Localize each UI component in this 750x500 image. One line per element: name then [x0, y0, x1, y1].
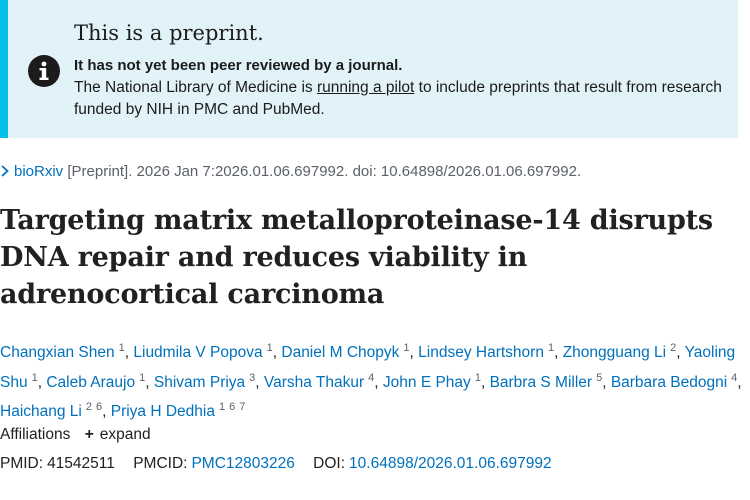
author-item: Priya H Dedhia 1 6 7 [110, 401, 246, 420]
affiliation-ref[interactable]: 1 [118, 342, 125, 354]
author-affiliation-refs[interactable]: 4 [368, 372, 374, 384]
citation-details: [Preprint]. 2026 Jan 7:2026.01.06.697992… [63, 163, 582, 180]
affiliation-ref[interactable]: 1 [547, 342, 555, 354]
author-item: Yaoling Shu 1 [0, 344, 735, 391]
author-name-link[interactable]: Priya H Dedhia [110, 403, 215, 420]
author-name-link[interactable]: Lindsey Hartshorn [418, 344, 544, 361]
author-affiliation-refs[interactable]: 1 [119, 342, 125, 354]
affiliation-ref[interactable]: 1 [266, 342, 273, 354]
doi-label: DOI: [313, 455, 346, 472]
doi-group: DOI: 10.64898/2026.01.06.697992 [313, 455, 551, 472]
author-affiliation-refs[interactable]: 1 [139, 372, 145, 384]
affiliation-ref[interactable]: 4 [731, 371, 738, 384]
author-item: Zhongguang Li 2 [562, 342, 677, 361]
author-name-link[interactable]: Zhongguang Li [562, 344, 667, 361]
author-affiliation-refs[interactable]: 1 [403, 342, 409, 354]
affiliation-ref[interactable]: 3 [249, 371, 256, 384]
author-affiliation-refs[interactable]: 1 [32, 372, 38, 384]
article-title: Targeting matrix metalloproteinase-14 di… [0, 205, 713, 310]
author-item: Barbra S Miller 5 [489, 372, 603, 391]
author-name-link[interactable]: Haichang Li [0, 403, 82, 420]
affiliation-ref[interactable]: 6 [229, 401, 236, 413]
affiliation-ref[interactable]: 2 [670, 342, 677, 354]
author-name-link[interactable]: Changxian Shen [0, 344, 115, 361]
author-name-link[interactable]: Liudmila V Popova [133, 344, 263, 361]
banner-notice: It has not yet been peer reviewed by a j… [74, 57, 403, 74]
affiliations-expand-button[interactable]: + expand [85, 426, 151, 443]
expand-label: expand [99, 426, 151, 443]
author-affiliation-refs[interactable]: 1 [475, 372, 481, 384]
author-item: Changxian Shen 1 [0, 342, 125, 361]
author-name-link[interactable]: Shivam Priya [153, 373, 246, 391]
pmcid-label: PMCID: [133, 455, 188, 472]
journal-link[interactable]: bioRxiv [14, 163, 64, 180]
author-name-link[interactable]: Barbra S Miller [489, 373, 593, 391]
affiliations-label: Affiliations [0, 426, 71, 443]
author-item: John E Phay 1 [382, 372, 481, 391]
banner-description: The National Library of Medicine is runn… [74, 77, 734, 121]
preprint-banner: This is a preprint. It has not yet been … [0, 0, 738, 138]
author-item: Caleb Araujo 1 [46, 372, 145, 391]
affiliation-ref[interactable]: 7 [239, 401, 246, 413]
author-list: Changxian Shen 1, Liudmila V Popova 1, Dan… [0, 342, 742, 420]
affiliations-section: Affiliations + expand [0, 426, 151, 444]
author-affiliation-refs[interactable]: 2 [670, 342, 676, 354]
author-name-link[interactable]: John E Phay [382, 373, 471, 391]
affiliation-ref[interactable]: 1 [139, 371, 146, 384]
citation-line: bioRxiv [Preprint]. 2026 Jan 7:2026.01.0… [0, 163, 581, 180]
affiliation-ref[interactable]: 1 [31, 371, 38, 384]
affiliation-ref[interactable]: 1 [403, 342, 410, 354]
author-affiliation-refs[interactable]: 5 [596, 372, 602, 384]
plus-icon: + [84, 426, 94, 443]
author-item: Daniel M Chopyk 1 [281, 342, 409, 361]
author-name-link[interactable]: Varsha Thakur [263, 373, 365, 391]
affiliation-ref[interactable]: 1 [218, 401, 226, 413]
chevron-right-icon[interactable] [0, 165, 10, 177]
info-icon [28, 55, 60, 87]
author-name-link[interactable]: Barbara Bedogni [610, 373, 728, 391]
affiliation-ref[interactable]: 6 [95, 401, 103, 413]
pmcid-link[interactable]: PMC12803226 [191, 455, 295, 472]
affiliation-ref[interactable]: 4 [368, 371, 375, 384]
author-item: Lindsey Hartshorn 1 [418, 342, 554, 361]
banner-text-after: to include preprints that result from re… [74, 79, 722, 118]
author-item: Varsha Thakur 4 [263, 372, 374, 391]
author-name-link[interactable]: Yaoling Shu [0, 344, 736, 391]
author-affiliation-refs[interactable]: 1 [548, 342, 554, 354]
author-affiliation-refs[interactable]: 3 [249, 372, 255, 384]
author-affiliation-refs[interactable]: 1 [267, 342, 273, 354]
banner-heading: This is a preprint. [74, 21, 264, 45]
pmid-label: PMID: [0, 455, 44, 472]
pmid-value: 41542511 [47, 455, 115, 472]
pmid-group: PMID: 41542511 [0, 455, 115, 472]
article-identifiers: PMID: 41542511 PMCID: PMC12803226 DOI: 10.6… [0, 455, 566, 473]
affiliation-ref[interactable]: 1 [474, 371, 481, 384]
author-item: Shivam Priya 3 [153, 372, 255, 391]
affiliation-ref[interactable]: 5 [596, 371, 603, 384]
author-item: Liudmila V Popova 1 [133, 342, 273, 361]
banner-text-before: The National Library of Medicine is [74, 79, 317, 96]
author-name-link[interactable]: Daniel M Chopyk [281, 344, 400, 361]
author-item: Barbara Bedogni 4 [610, 372, 737, 391]
pmcid-group: PMCID: PMC12803226 [133, 455, 295, 472]
author-item: Haichang Li 2 6 [0, 401, 102, 420]
affiliation-ref[interactable]: 2 [85, 401, 92, 413]
running-a-pilot-link[interactable]: running a pilot [316, 79, 415, 96]
doi-link[interactable]: 10.64898/2026.01.06.697992 [349, 455, 552, 472]
author-affiliation-refs[interactable]: 4 [731, 372, 737, 384]
author-name-link[interactable]: Caleb Araujo [46, 373, 136, 391]
